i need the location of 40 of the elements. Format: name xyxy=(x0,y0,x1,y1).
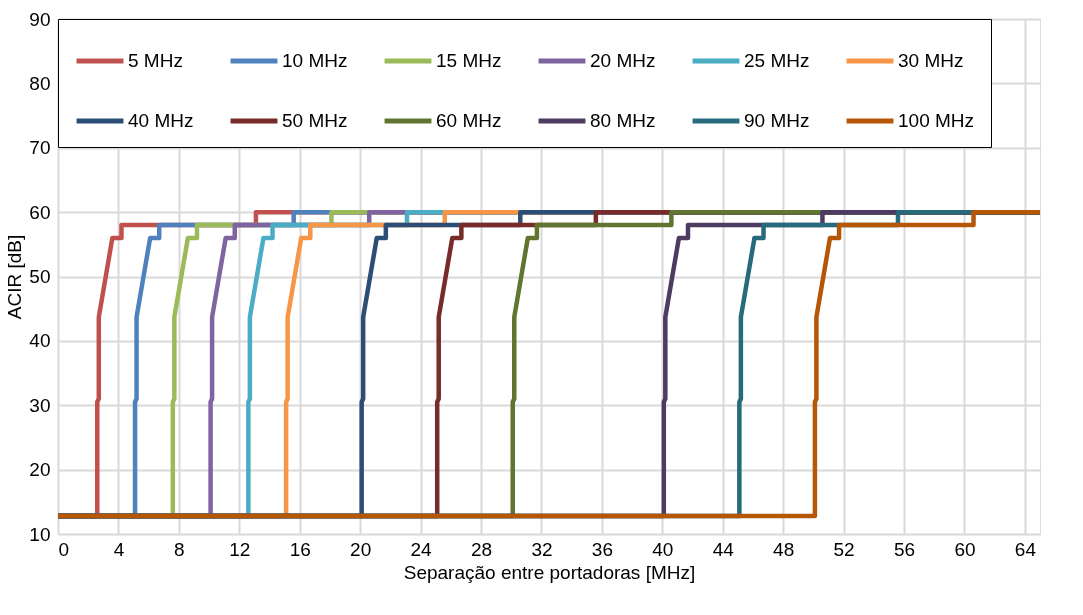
x-tick-label: 0 xyxy=(58,538,70,560)
y-tick-label: 20 xyxy=(29,459,51,481)
legend-label: 80 MHz xyxy=(590,110,656,131)
x-tick-label: 64 xyxy=(1014,538,1037,560)
x-tick-label: 56 xyxy=(893,538,916,560)
x-tick-label: 24 xyxy=(410,538,433,560)
y-tick-label: 60 xyxy=(29,201,51,223)
x-axis-title: Separação entre portadoras [MHz] xyxy=(403,561,696,583)
legend-label: 100 MHz xyxy=(898,110,975,131)
x-tick-label: 28 xyxy=(470,538,493,560)
x-tick-label: 40 xyxy=(652,538,674,560)
x-tick-label: 44 xyxy=(712,538,735,560)
legend-label: 30 MHz xyxy=(898,50,964,71)
y-tick-label: 70 xyxy=(29,137,51,159)
y-tick-label: 10 xyxy=(29,523,51,545)
legend-label: 50 MHz xyxy=(282,110,348,131)
legend-label: 10 MHz xyxy=(282,50,348,71)
x-tick-label: 20 xyxy=(350,538,372,560)
x-tick-label: 4 xyxy=(113,538,125,560)
y-tick-label: 50 xyxy=(29,266,51,287)
x-tick-label: 16 xyxy=(289,538,311,560)
x-tick-label: 48 xyxy=(773,538,795,560)
legend-label: 40 MHz xyxy=(128,110,194,131)
legend-label: 20 MHz xyxy=(590,50,656,71)
y-tick-label: 40 xyxy=(29,330,51,352)
x-tick-label: 60 xyxy=(954,538,976,560)
legend-label: 25 MHz xyxy=(744,50,810,71)
y-tick-label: 30 xyxy=(29,394,51,416)
x-tick-label: 52 xyxy=(833,538,855,560)
legend-label: 90 MHz xyxy=(744,110,810,131)
y-axis-title: ACIR [dB] xyxy=(4,234,26,320)
y-tick-label: 90 xyxy=(29,8,51,30)
x-tick-label: 32 xyxy=(531,538,553,560)
x-tick-label: 8 xyxy=(174,538,185,560)
x-tick-label: 12 xyxy=(229,538,251,560)
legend-label: 60 MHz xyxy=(436,110,502,131)
y-tick-label: 80 xyxy=(29,72,51,94)
legend-label: 5 MHz xyxy=(128,50,183,71)
x-tick-label: 36 xyxy=(591,538,613,560)
legend-label: 15 MHz xyxy=(436,50,502,71)
